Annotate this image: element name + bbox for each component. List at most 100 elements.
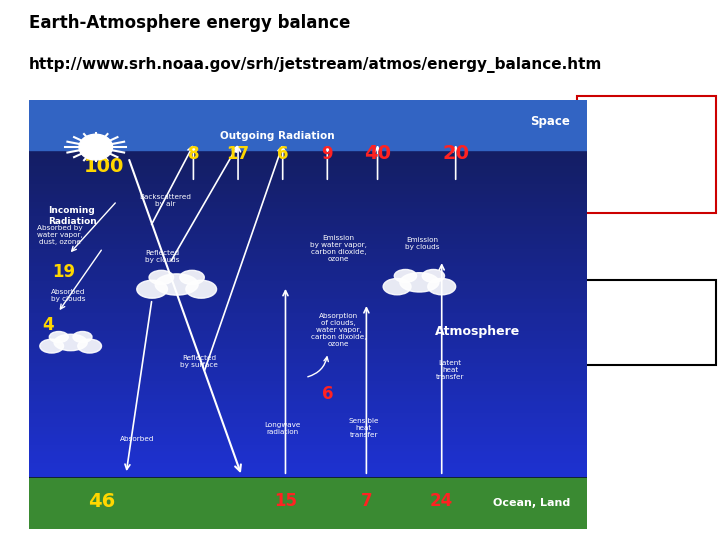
Text: 6: 6: [322, 385, 333, 403]
Bar: [29, 386, 587, 390]
Bar: [29, 382, 587, 386]
Text: 20: 20: [442, 144, 469, 163]
Ellipse shape: [49, 332, 68, 342]
Ellipse shape: [40, 339, 63, 353]
Ellipse shape: [149, 271, 174, 285]
Bar: [29, 372, 587, 375]
Text: Space: Space: [530, 115, 570, 128]
Ellipse shape: [73, 332, 92, 342]
Text: 100: 100: [84, 157, 125, 176]
Bar: [29, 279, 587, 282]
Bar: [29, 429, 587, 433]
Text: Latent
heat
transfer: Latent heat transfer: [436, 360, 464, 380]
Bar: [29, 211, 587, 214]
Bar: [29, 454, 587, 458]
Text: 17: 17: [227, 145, 250, 163]
Bar: [29, 465, 587, 468]
Text: 46: 46: [88, 492, 115, 511]
Bar: [29, 347, 587, 350]
Bar: [29, 401, 587, 404]
Text: 6: 6: [277, 145, 289, 163]
Bar: [29, 522, 587, 525]
Bar: [29, 518, 587, 522]
Bar: [29, 258, 587, 261]
Bar: [29, 139, 587, 143]
Bar: [29, 397, 587, 401]
Bar: [29, 122, 587, 125]
Bar: [29, 476, 587, 479]
Bar: [29, 125, 587, 129]
Bar: [29, 296, 587, 300]
Bar: [29, 379, 587, 382]
Bar: [29, 168, 587, 172]
Bar: [29, 433, 587, 436]
Bar: [29, 490, 587, 494]
Text: Incoming
Radiation: Incoming Radiation: [48, 206, 97, 226]
Text: Wind chill
effect: Wind chill effect: [604, 305, 688, 339]
Bar: [29, 325, 587, 329]
Text: Earth-Atmosphere energy balance: Earth-Atmosphere energy balance: [29, 14, 350, 32]
Bar: [29, 318, 587, 322]
Bar: [29, 182, 587, 186]
Ellipse shape: [186, 280, 217, 298]
Bar: [29, 114, 587, 118]
Bar: [29, 268, 587, 272]
Bar: [29, 254, 587, 258]
Bar: [29, 229, 587, 232]
Bar: [29, 504, 587, 508]
Bar: [29, 197, 587, 200]
Bar: [29, 375, 587, 379]
Bar: [29, 150, 587, 153]
Bar: [29, 478, 587, 529]
Bar: [29, 458, 587, 461]
Bar: [29, 179, 587, 182]
Text: 40: 40: [364, 144, 391, 163]
Bar: [29, 207, 587, 211]
Bar: [29, 350, 587, 354]
Text: 9: 9: [322, 145, 333, 163]
Bar: [29, 479, 587, 483]
Bar: [29, 497, 587, 501]
Bar: [29, 265, 587, 268]
Text: A stable
temperature
is reached.: A stable temperature is reached.: [592, 125, 701, 180]
Bar: [29, 129, 587, 132]
Bar: [29, 340, 587, 343]
Text: Emission
by clouds: Emission by clouds: [405, 237, 439, 250]
Bar: [29, 461, 587, 465]
Bar: [29, 193, 587, 197]
Text: Sensible
heat
transfer: Sensible heat transfer: [348, 418, 379, 438]
Text: Atmosphere: Atmosphere: [435, 325, 520, 338]
Bar: [29, 483, 587, 486]
Bar: [29, 247, 587, 250]
Text: Absorption
of clouds,
water vapor,
carbon dixoide,
ozone: Absorption of clouds, water vapor, carbo…: [311, 313, 366, 347]
Text: Absorbed: Absorbed: [120, 436, 155, 442]
Bar: [29, 408, 587, 411]
Text: Absorbed by
water vapor,
dust, ozone: Absorbed by water vapor, dust, ozone: [37, 225, 82, 245]
Bar: [29, 515, 587, 518]
Bar: [29, 190, 587, 193]
FancyBboxPatch shape: [577, 280, 716, 365]
Text: 24: 24: [430, 492, 454, 510]
Bar: [29, 286, 587, 289]
Bar: [29, 200, 587, 204]
Text: Reflected
by clouds: Reflected by clouds: [145, 250, 180, 263]
Bar: [29, 118, 587, 122]
Text: Longwave
radiation: Longwave radiation: [264, 422, 301, 435]
Text: Emission
by water vapor,
carbon dioxide,
ozone: Emission by water vapor, carbon dioxide,…: [310, 234, 367, 261]
Bar: [29, 364, 587, 368]
Bar: [29, 447, 587, 450]
Bar: [29, 214, 587, 218]
Circle shape: [79, 134, 112, 160]
Ellipse shape: [428, 279, 456, 295]
Bar: [29, 104, 587, 107]
Bar: [29, 243, 587, 247]
Bar: [29, 157, 587, 161]
Ellipse shape: [422, 269, 444, 282]
Bar: [29, 132, 587, 136]
Bar: [29, 468, 587, 472]
Bar: [29, 225, 587, 229]
Bar: [29, 472, 587, 476]
Text: Outgoing Radiation: Outgoing Radiation: [220, 131, 334, 141]
Bar: [29, 354, 587, 357]
Bar: [29, 161, 587, 164]
